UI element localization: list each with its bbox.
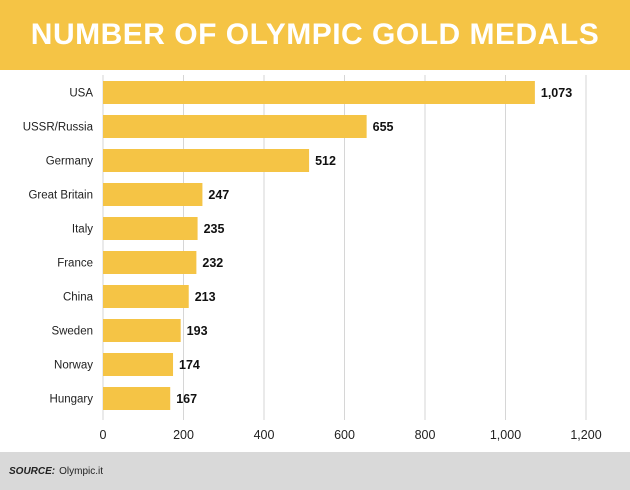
category-label: Sweden [51, 326, 93, 338]
x-axis-ticks: 0 200 400 600 800 1,000 1,200 [100, 428, 602, 442]
bar-france [103, 251, 197, 274]
bar-italy [103, 217, 198, 240]
value-label: 1,073 [541, 86, 572, 100]
source-label: SOURCE: [9, 465, 56, 477]
value-label: 512 [315, 154, 336, 168]
category-label: Germany [46, 156, 94, 168]
title-banner: NUMBER OF OLYMPIC GOLD MEDALS [0, 0, 630, 70]
value-label: 193 [187, 324, 208, 338]
value-label: 235 [204, 222, 225, 236]
bar-norway [103, 353, 174, 376]
label-layer: USA 1,073 USSR/Russia 655 Germany 512 Great Br… [23, 86, 573, 406]
bar-great-britain [103, 183, 203, 206]
x-tick-label: 600 [334, 428, 355, 442]
category-label: Great Britain [28, 190, 93, 202]
x-tick-label: 400 [254, 428, 275, 442]
x-tick-label: 1,000 [490, 428, 521, 442]
x-tick-label: 1,200 [570, 428, 601, 442]
value-label: 232 [202, 256, 223, 270]
bar-hungary [103, 387, 171, 410]
category-label: Norway [54, 360, 93, 372]
bar-china [103, 285, 189, 308]
value-label: 655 [373, 120, 394, 134]
source-footer: SOURCE: Olympic.it [0, 452, 630, 490]
category-label: China [63, 292, 94, 304]
value-label: 247 [208, 188, 229, 202]
source-value: Olympic.it [59, 465, 104, 477]
bar-germany [103, 149, 310, 172]
value-label: 213 [195, 290, 216, 304]
value-label: 174 [179, 358, 200, 372]
category-label: Italy [72, 224, 93, 236]
category-label: USSR/Russia [23, 122, 94, 134]
category-label: Hungary [50, 394, 94, 406]
chart-title: NUMBER OF OLYMPIC GOLD MEDALS [30, 18, 600, 51]
category-label: France [57, 258, 93, 270]
value-label: 167 [176, 392, 197, 406]
x-tick-label: 200 [173, 428, 194, 442]
bar-sweden [103, 319, 181, 342]
x-tick-label: 800 [415, 428, 436, 442]
bar-layer [103, 81, 535, 410]
bar-chart: USA 1,073 USSR/Russia 655 Germany 512 Great Br… [23, 75, 602, 442]
bar-ussr-russia [103, 115, 367, 138]
category-label: USA [69, 88, 93, 100]
x-tick-label: 0 [100, 428, 107, 442]
bar-usa [103, 81, 535, 104]
